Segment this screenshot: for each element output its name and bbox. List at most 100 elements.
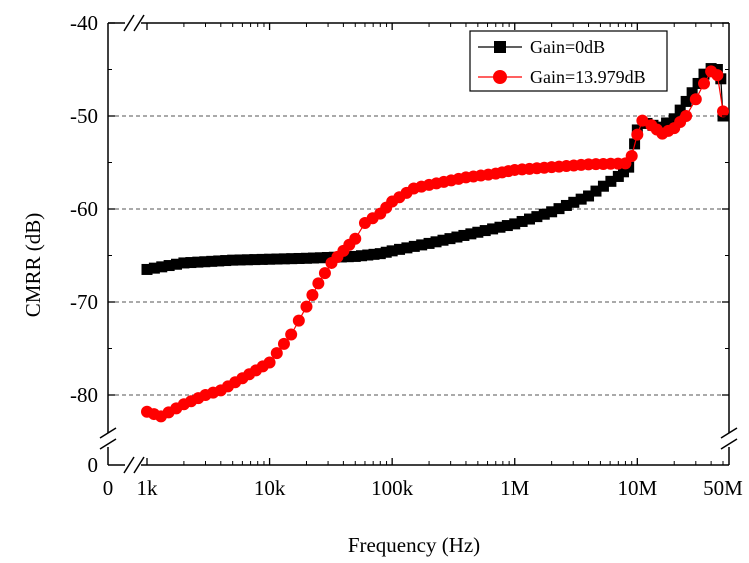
data-point-square [680, 95, 692, 107]
right-axis-break-slash-1 [720, 427, 738, 439]
data-point-square [524, 213, 536, 225]
data-point-circle [631, 128, 644, 141]
data-point-square [674, 104, 686, 116]
left-axis-break [99, 427, 117, 450]
legend-marker-gain-13979db [493, 70, 507, 84]
data-point-square [668, 113, 680, 125]
data-point-square [300, 252, 312, 264]
data-point-square [178, 257, 190, 269]
data-point-circle [680, 110, 693, 122]
data-point-square [472, 226, 484, 238]
data-point-square [531, 211, 543, 223]
data-point-square [342, 251, 354, 263]
data-point-square [192, 256, 204, 268]
data-point-square [661, 117, 673, 129]
data-point-circle [270, 347, 283, 360]
data-point-circle [318, 267, 331, 280]
series-layer [141, 63, 729, 423]
bottom-axis-break-slash-2 [133, 456, 145, 474]
data-point-square [416, 239, 428, 251]
data-point-square [501, 220, 513, 232]
y-tick-label: -60 [70, 197, 98, 221]
data-point-circle [263, 356, 276, 369]
data-point-square [509, 218, 521, 230]
data-point-square [171, 258, 183, 270]
data-point-square [686, 87, 698, 99]
data-point-square [349, 250, 361, 262]
data-point-square [575, 193, 587, 205]
data-point-circle [625, 149, 638, 162]
data-point-square [148, 262, 160, 274]
data-point-square [321, 251, 333, 263]
data-point-circle [717, 105, 729, 118]
data-point-square [241, 254, 253, 266]
y-tick-label: -70 [70, 290, 98, 314]
data-point-square [199, 256, 211, 268]
data-point-square [423, 237, 435, 249]
data-point-circle [292, 314, 305, 327]
data-point-square [163, 260, 175, 272]
data-point-square [356, 250, 368, 262]
data-point-square [394, 243, 406, 255]
data-point-square [401, 242, 413, 254]
data-point-square [314, 252, 326, 264]
top-axis-break-slash-2 [133, 14, 145, 32]
data-point-square [560, 199, 572, 211]
data-point-square [583, 190, 595, 202]
x-tick-label: 1k [137, 476, 159, 500]
series-gain-13979db [141, 65, 729, 423]
right-axis-break [720, 427, 738, 450]
data-point-square [698, 68, 710, 80]
data-point-square [494, 221, 506, 233]
left-axis-break-slash-2 [99, 438, 117, 450]
plot-frame [99, 14, 738, 474]
data-point-square [141, 263, 153, 275]
y-tick-label: -80 [70, 383, 98, 407]
data-point-square [293, 252, 305, 264]
data-point-square [479, 225, 491, 237]
legend: Gain=0dB Gain=13.979dB [469, 30, 668, 92]
data-point-circle [698, 77, 711, 90]
grid-lines [108, 115, 729, 396]
top-axis-break [123, 14, 145, 32]
data-point-square [444, 233, 456, 245]
data-point-square [220, 255, 232, 267]
bottom-axis-break [123, 456, 145, 474]
series-gain-0db [141, 63, 729, 275]
data-point-square [546, 206, 558, 218]
x-axis-title: Frequency (Hz) [348, 533, 480, 557]
data-point-square [597, 180, 609, 192]
data-point-square [256, 253, 268, 265]
data-point-square [185, 257, 197, 269]
legend-label-gain-13979db: Gain=13.979dB [530, 67, 646, 87]
data-point-square [380, 246, 392, 258]
data-point-square [516, 215, 528, 227]
data-point-circle [277, 337, 290, 350]
x-tick-label: 1M [500, 476, 530, 500]
x-tick-label: 10k [254, 476, 286, 500]
legend-label-gain-0db: Gain=0dB [530, 37, 605, 57]
data-point-square [271, 253, 283, 265]
x-tick-label: 10M [617, 476, 657, 500]
data-point-square [451, 231, 463, 243]
data-point-square [206, 255, 218, 267]
data-point-square [264, 253, 276, 265]
data-point-square [553, 203, 565, 215]
data-point-square [368, 248, 380, 260]
top-axis-break-slash-1 [123, 14, 135, 32]
data-point-circle [349, 232, 362, 245]
data-point-square [362, 249, 374, 261]
data-point-circle [285, 328, 298, 341]
y-axis-title: CMRR (dB) [21, 213, 45, 317]
data-point-square [458, 229, 470, 241]
data-point-square [430, 236, 442, 248]
data-point-circle [306, 289, 319, 302]
bottom-axis-break-slash-1 [123, 456, 135, 474]
data-point-circle [711, 69, 724, 82]
data-point-square [374, 248, 386, 260]
data-point-square [538, 208, 550, 220]
data-point-square [278, 253, 290, 265]
data-point-square [605, 175, 617, 187]
left-axis-break-slash-1 [99, 427, 117, 439]
data-point-square [437, 234, 449, 246]
